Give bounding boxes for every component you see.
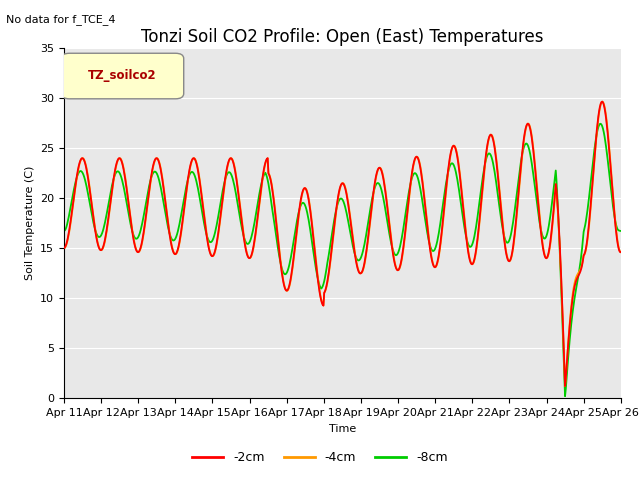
FancyBboxPatch shape: [61, 53, 184, 99]
Legend: -2cm, -4cm, -8cm: -2cm, -4cm, -8cm: [187, 446, 453, 469]
X-axis label: Time: Time: [329, 424, 356, 433]
Text: TZ_soilco2: TZ_soilco2: [88, 69, 157, 82]
Text: No data for f_TCE_4: No data for f_TCE_4: [6, 14, 116, 25]
Title: Tonzi Soil CO2 Profile: Open (East) Temperatures: Tonzi Soil CO2 Profile: Open (East) Temp…: [141, 28, 543, 47]
Y-axis label: Soil Temperature (C): Soil Temperature (C): [24, 166, 35, 280]
